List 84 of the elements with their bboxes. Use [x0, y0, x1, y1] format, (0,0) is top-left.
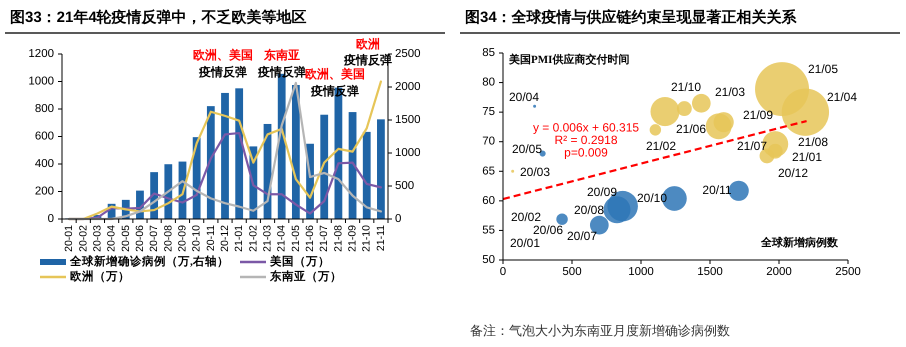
annotation: 20/04: [508, 90, 540, 104]
x-tick-label: 0: [500, 266, 506, 278]
annotation: 20/08: [574, 203, 604, 217]
legend-label: 全球新增确诊病例（万,右轴）: [69, 254, 229, 268]
y-tick-label: 75: [482, 106, 495, 118]
y-tick-label: 50: [482, 254, 495, 266]
x-tick-label: 21-07: [318, 224, 330, 252]
annotation: 20/07: [566, 229, 598, 243]
annotation: 欧洲、美国: [305, 67, 365, 81]
annotation: 20/05: [512, 142, 542, 156]
y-axis-title: 美国PMI供应商交付时间: [508, 53, 630, 66]
annotation: 20/09: [586, 185, 618, 199]
annotation: 21/04: [826, 90, 858, 104]
x-tick-label: 20-12: [219, 224, 231, 252]
y-tick-label: 0: [48, 213, 54, 225]
x-tick-label: 21-03: [262, 224, 274, 252]
annotation: 20/01: [510, 236, 540, 250]
y2-tick-label: 1000: [395, 147, 421, 159]
x-tick-label: 21-09: [346, 224, 359, 252]
y-tick-label: 200: [34, 186, 54, 198]
x-tick-label: 21-11: [374, 224, 387, 252]
x-tick-label: 21-06: [304, 224, 316, 252]
y-tick-label: 80: [482, 76, 495, 89]
annotation: 21/05: [808, 62, 838, 76]
legend-label: 欧洲（万）: [70, 269, 130, 283]
x-axis-title: 全球新增病例数: [760, 236, 839, 249]
y-tick-label: 85: [482, 47, 495, 59]
y-tick-label: 70: [482, 136, 495, 148]
annotation: 20/12: [778, 166, 808, 180]
x-tick-label: 20-09: [176, 224, 188, 252]
text: 欧洲: [356, 37, 380, 51]
y-tick-label: 55: [482, 224, 495, 236]
x-tick-label: 20-11: [204, 224, 217, 252]
x-tick-label: 2000: [766, 266, 792, 278]
x-tick-label: 21-02: [247, 224, 260, 252]
annotation: 欧洲、美国: [193, 48, 253, 62]
x-tick-label: 20-02: [77, 224, 90, 252]
legend-label: 东南亚（万）: [269, 269, 342, 283]
y-tick-label: 800: [34, 103, 54, 115]
legend-label: 美国（万）: [269, 254, 330, 268]
text: 备注：气泡大小为东南亚月度新增确诊病例数: [470, 323, 730, 338]
x-tick-label: 20-06: [134, 224, 146, 252]
chart-title: 图34：全球疫情与供应链约束呈现显著正相关关系: [465, 8, 798, 26]
annotation: 20/06: [532, 223, 564, 237]
y-tick-label: 60: [482, 194, 495, 207]
x-tick-label: 21-01: [233, 224, 246, 252]
annotation: 20/02: [510, 210, 542, 224]
x-tick-label: 500: [562, 266, 582, 278]
x-tick-label: 20-08: [162, 224, 174, 252]
x-tick-label: 1000: [628, 266, 654, 278]
y-tick-label: 600: [34, 130, 54, 142]
x-tick-label: 20-05: [120, 224, 132, 252]
annotation: 20/03: [520, 165, 550, 179]
y2-tick-label: 0: [395, 213, 402, 225]
annotation: 21/02: [646, 139, 676, 153]
annotation: 疫情反弹: [257, 65, 306, 79]
x-tick-label: 20-01: [63, 224, 76, 252]
x-tick-label: 20-10: [190, 224, 203, 252]
x-tick-label: 20-07: [148, 224, 160, 252]
x-tick-label: 21-08: [332, 224, 344, 252]
y2-tick-label: 2500: [395, 48, 421, 60]
x-tick-label: 21-05: [290, 224, 302, 252]
chart-title: 图33：21年4轮疫情反弹中，不乏欧美等地区: [10, 8, 307, 26]
annotation: 21/03: [714, 85, 746, 99]
x-tick-label: 1500: [697, 266, 723, 278]
x-tick-label: 2500: [835, 266, 861, 278]
y-tick-label: 65: [482, 165, 495, 178]
annotation: 21/01: [792, 150, 822, 164]
y2-tick-label: 2000: [395, 81, 421, 93]
annotation: 21/08: [798, 135, 828, 149]
annotation: 21/09: [742, 108, 774, 122]
y2-tick-label: 500: [395, 180, 414, 192]
annotation: 东南亚: [263, 48, 300, 62]
y2-tick-label: 1500: [395, 114, 421, 126]
annotation: 疫情反弹: [198, 65, 247, 79]
y-tick-label: 1200: [28, 48, 54, 60]
x-tick-label: 20-03: [91, 224, 104, 252]
x-tick-label: 21-04: [276, 224, 288, 252]
y-tick-label: 400: [34, 158, 54, 170]
annotation: 21/06: [676, 122, 706, 136]
y-tick-label: 1000: [28, 76, 54, 88]
x-tick-label: 21-10: [360, 224, 373, 252]
x-tick-label: 20-04: [106, 224, 118, 252]
annotation: 21/10: [670, 80, 702, 94]
